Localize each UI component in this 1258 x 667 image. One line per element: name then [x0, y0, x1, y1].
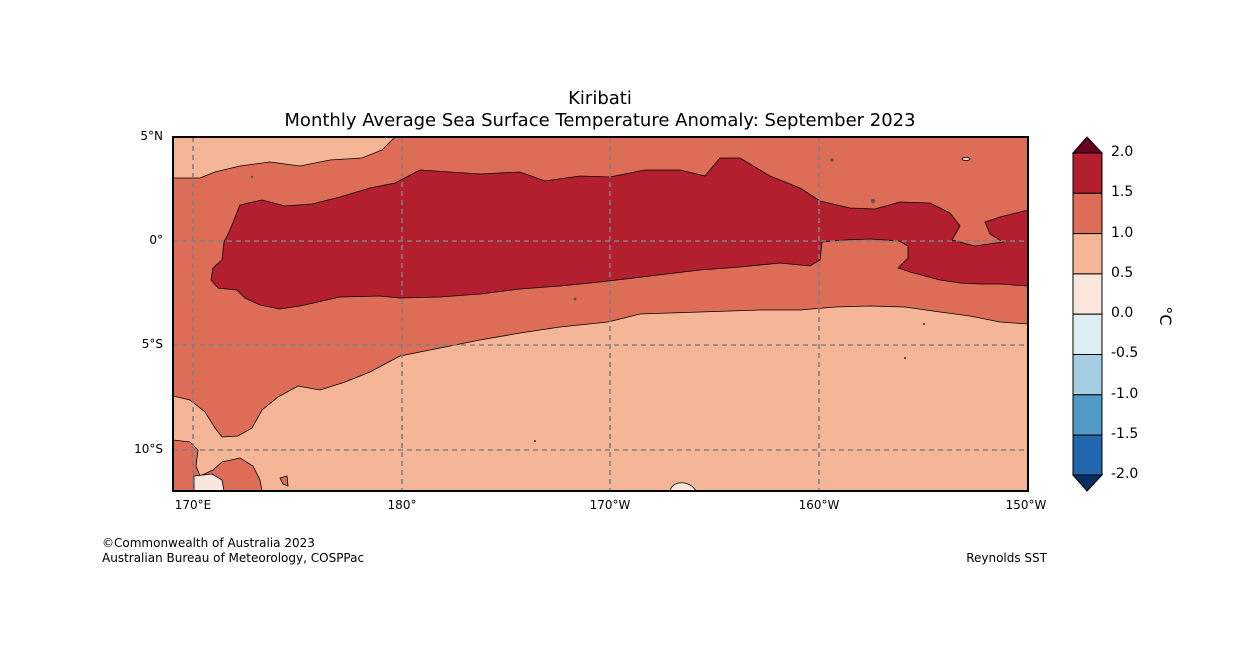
- lon-label-150w: 150°W: [1005, 498, 1047, 512]
- lat-label-10s: 10°S: [134, 442, 163, 456]
- colorbar-segment: [1072, 152, 1103, 194]
- colorbar-extend-top: [1071, 136, 1104, 154]
- island-marker: [923, 323, 925, 325]
- agency-text: Australian Bureau of Meteorology, COSPPa…: [102, 551, 365, 565]
- lon-label-160w: 160°W: [798, 498, 840, 512]
- colorbar-tick: -0.5: [1111, 345, 1139, 361]
- island-marker: [250, 175, 254, 179]
- colorbar-tick: 1.0: [1111, 225, 1134, 241]
- data-source-text: Reynolds SST: [966, 551, 1047, 565]
- anomaly-region-1.5-2.0: [210, 157, 1028, 310]
- colorbar-tick: -1.5: [1111, 426, 1139, 442]
- island-marker: [961, 157, 971, 161]
- colorbar-tick: 0.0: [1111, 305, 1134, 321]
- lat-label-5s: 5°S: [141, 337, 163, 351]
- anomaly-region-1.0-1.5: [279, 475, 289, 487]
- island-marker: [573, 297, 577, 301]
- colorbar-segment: [1072, 192, 1103, 235]
- map-frame: [172, 136, 1029, 492]
- gridlines: [173, 137, 1028, 491]
- island-marker: [534, 440, 536, 442]
- island-marker: [870, 198, 876, 204]
- map-title: Kiribati: [568, 88, 632, 109]
- colorbar-extend-bottom: [1071, 474, 1104, 492]
- lon-label-170w: 170°W: [589, 498, 631, 512]
- colorbar-tick: 2.0: [1111, 144, 1134, 160]
- colorbar-segment: [1072, 394, 1103, 436]
- map-subtitle: Monthly Average Sea Surface Temperature …: [284, 110, 916, 131]
- colorbar-segment: [1072, 354, 1103, 396]
- colorbar-tick: 1.5: [1111, 184, 1134, 200]
- island-marker: [830, 158, 834, 162]
- colorbar-tick: 0.5: [1111, 265, 1134, 281]
- lon-label-170e: 170°E: [174, 498, 212, 512]
- copyright-text: ©Commonwealth of Australia 2023: [102, 536, 315, 550]
- island-marker: [904, 357, 906, 359]
- colorbar: [1071, 136, 1104, 492]
- lat-label-5n: 5°N: [140, 129, 163, 143]
- anomaly-region-0.0-0.5: [193, 473, 225, 491]
- lon-label-180: 180°: [387, 498, 417, 512]
- colorbar-segment: [1072, 273, 1103, 315]
- colorbar-segment: [1072, 313, 1103, 356]
- colorbar-unit: °C: [1156, 306, 1175, 325]
- colorbar-segment: [1072, 434, 1103, 476]
- colorbar-tick: -2.0: [1111, 466, 1139, 482]
- colorbar-tick: -1.0: [1111, 386, 1139, 402]
- lat-label-0: 0°: [149, 233, 163, 247]
- colorbar-segment: [1072, 233, 1103, 275]
